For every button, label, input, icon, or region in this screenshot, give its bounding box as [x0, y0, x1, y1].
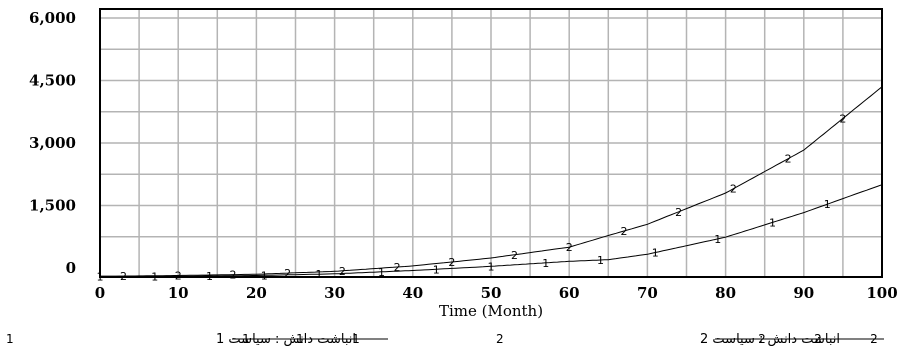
- horizontal-gridlines: [100, 17, 882, 238]
- legend-marker-1: 1: [242, 332, 250, 346]
- y-tick-labels: 6,000 4,500 3,000 1,500 0: [29, 9, 76, 277]
- x-tick-label: 20: [246, 284, 267, 302]
- plot-frame: [99, 8, 883, 278]
- legend-marker-2: 2: [870, 332, 878, 346]
- series-marker-2: 2: [394, 261, 401, 274]
- series-marker-2: 2: [175, 270, 182, 283]
- x-tick-label: 50: [481, 284, 502, 302]
- x-tick-label: 30: [324, 284, 345, 302]
- series-marker-1: 1: [652, 247, 659, 260]
- series-marker-2: 2: [284, 267, 291, 280]
- series-marker-1: 1: [433, 263, 440, 276]
- series-marker-1: 1: [542, 257, 549, 270]
- series-marker-2: 2: [566, 241, 573, 254]
- y-tick-label: 4,500: [29, 72, 76, 90]
- series-marker-1: 1: [315, 268, 322, 281]
- x-tick-labels: 0 10 20 30 40 50 60 70 80 90 100: [95, 284, 898, 302]
- series-line-1: [100, 184, 883, 277]
- legend-number-1: 1: [6, 332, 14, 346]
- x-tick-label: 100: [866, 284, 897, 302]
- series-marker-1: 1: [206, 270, 213, 283]
- legend-marker-1: 1: [296, 332, 304, 346]
- x-tick-label: 40: [402, 284, 423, 302]
- series-line-2: [100, 86, 883, 277]
- legend-marker-1: 1: [352, 332, 360, 346]
- y-tick-label: 1,500: [29, 197, 76, 215]
- series-marker-2: 2: [730, 183, 737, 196]
- series-marker-2: 2: [511, 249, 518, 262]
- legend-marker-2: 2: [758, 332, 766, 346]
- series-marker-1: 1: [378, 266, 385, 279]
- x-tick-label: 90: [793, 284, 814, 302]
- series-marker-2: 2: [229, 269, 236, 282]
- series-marker-1: 1: [488, 260, 495, 273]
- x-tick-label: 0: [95, 284, 105, 302]
- series-marker-1: 1: [769, 216, 776, 229]
- series-marker-1: 1: [97, 270, 104, 283]
- series-marker-2: 2: [448, 256, 455, 269]
- series-marker-1: 1: [261, 269, 268, 282]
- series-marker-2: 2: [839, 112, 846, 125]
- series-marker-1: 1: [151, 270, 158, 283]
- legend-number-2: 2: [496, 332, 504, 346]
- y-tick-label: 3,000: [29, 134, 76, 152]
- x-axis-title: Time (Month): [439, 302, 543, 320]
- series-marker-2: 2: [675, 206, 682, 219]
- series-marker-1: 1: [597, 254, 604, 267]
- series-marker-1: 1: [824, 198, 831, 211]
- series-marker-2: 2: [339, 265, 346, 278]
- x-tick-label: 70: [637, 284, 658, 302]
- series-marker-2: 2: [120, 270, 127, 283]
- series-marker-2: 2: [620, 225, 627, 238]
- legend-marker-2: 2: [814, 332, 822, 346]
- x-tick-label: 60: [559, 284, 580, 302]
- legend: 1 انباشت دانش : سیاست 11 1 1 2 انباشت دانش : …: [6, 332, 884, 347]
- y-tick-label: 6,000: [29, 9, 76, 27]
- series-marker-1: 1: [714, 233, 721, 246]
- y-tick-label: 0: [66, 259, 76, 277]
- x-tick-label: 80: [715, 284, 736, 302]
- x-tick-label: 10: [168, 284, 189, 302]
- series-marker-2: 2: [785, 153, 792, 166]
